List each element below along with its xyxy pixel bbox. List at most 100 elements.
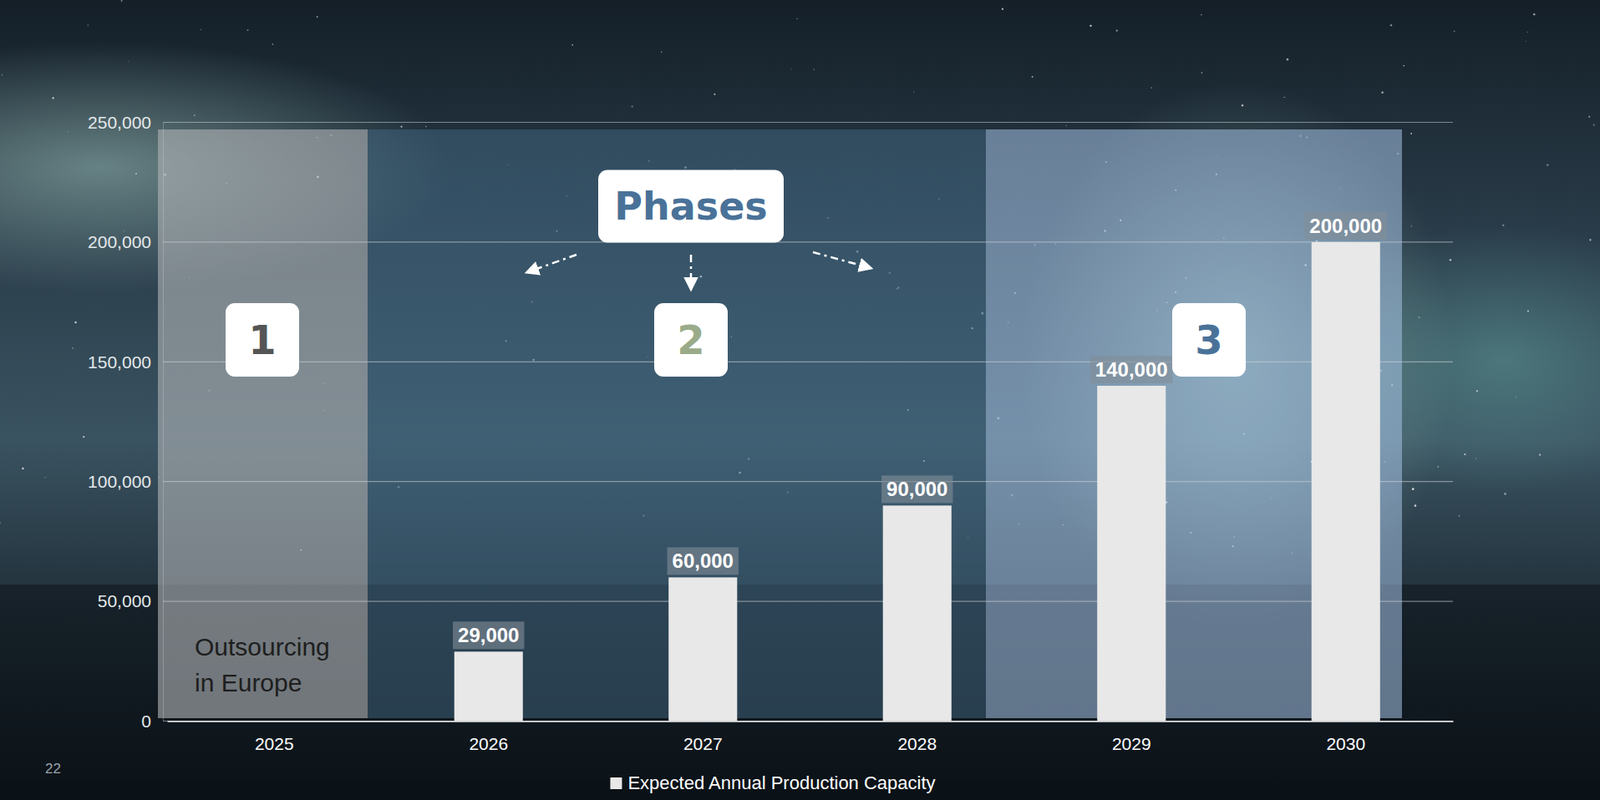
y-axis: 0 50,000 100,000 150,000 200,000 250,000 (87, 112, 163, 732)
data-label: 140,000 (1090, 355, 1174, 384)
star (1402, 65, 1405, 67)
data-label-box (452, 621, 524, 650)
star (1502, 224, 1504, 227)
phase-number-box (654, 303, 728, 377)
star (45, 477, 46, 478)
star (400, 126, 402, 128)
star (1593, 124, 1595, 127)
star (1589, 238, 1591, 241)
legend: Expected Annual Production Capacity (609, 772, 935, 794)
star (71, 347, 73, 349)
star (123, 230, 125, 232)
annotations: Phases123Outsourcingin Europe22 (45, 170, 1246, 778)
y-tick-label: 50,000 (97, 591, 152, 611)
data-label-text: 60,000 (672, 549, 734, 573)
star (272, 43, 274, 45)
x-tick: 2029 (1112, 721, 1152, 755)
x-axis: 2025 2026 2027 2028 2029 2030 (167, 721, 1454, 755)
star (127, 60, 129, 62)
x-tick-label: 2025 (254, 734, 295, 754)
star (1412, 487, 1415, 491)
phase-number: 2 (676, 316, 705, 364)
star (1449, 259, 1453, 262)
x-tick: 2026 (468, 721, 508, 755)
star (1001, 8, 1004, 11)
x-tick-label: 2030 (1325, 734, 1366, 754)
star (1546, 163, 1550, 167)
data-label-box (667, 547, 739, 575)
star (1390, 24, 1392, 26)
star (571, 44, 574, 46)
star (813, 68, 815, 70)
phase-number: 1 (248, 316, 276, 364)
data-label-text: 200,000 (1309, 214, 1382, 238)
star (87, 25, 89, 26)
star (425, 126, 427, 127)
x-tick-label: 2026 (468, 734, 508, 754)
grid (162, 122, 1453, 722)
star (1414, 504, 1418, 508)
data-label-box (1304, 212, 1387, 240)
x-tick: 2025 (254, 721, 295, 755)
data-label-text: 140,000 (1095, 358, 1169, 381)
star (713, 93, 716, 96)
data-label: 29,000 (452, 621, 524, 650)
data-label: 60,000 (667, 547, 739, 575)
star (1201, 71, 1204, 74)
grid-line (162, 241, 1453, 243)
star (1458, 515, 1461, 518)
phases-title: Phases (614, 183, 767, 229)
y-tick-label: 200,000 (87, 232, 152, 252)
grid-line (162, 721, 1453, 722)
star (1116, 30, 1118, 32)
star (1031, 76, 1034, 78)
star (913, 91, 915, 92)
y-axis-line (162, 122, 164, 722)
star (247, 29, 249, 31)
data-label-box (1090, 355, 1174, 384)
bar (1097, 386, 1166, 722)
star (1533, 13, 1535, 16)
star (1410, 132, 1413, 135)
star (1503, 492, 1507, 496)
x-tick: 2028 (897, 721, 937, 755)
y-tick: 250,000 (87, 112, 163, 133)
star (1411, 225, 1413, 227)
y-tick: 100,000 (87, 472, 163, 492)
star (21, 467, 25, 471)
star (316, 15, 319, 18)
data-label-box (881, 475, 953, 503)
star (51, 96, 54, 99)
bar (1311, 242, 1381, 722)
star (1463, 453, 1466, 456)
phase-1-note: Outsourcingin Europe (194, 633, 331, 697)
star (1539, 454, 1541, 457)
x-tick: 2030 (1325, 721, 1366, 755)
data-label: 90,000 (881, 475, 953, 503)
y-tick: 200,000 (87, 232, 163, 252)
x-axis-line (167, 721, 1454, 723)
bar (883, 505, 952, 722)
star (1284, 96, 1286, 98)
star (82, 436, 85, 438)
star (1241, 104, 1244, 107)
x-tick: 2027 (683, 721, 723, 755)
star (0, 522, 1, 524)
star (1286, 58, 1290, 61)
phase-1-panel (157, 129, 368, 719)
phases-box (598, 170, 784, 244)
phase-1-note-line: in Europe (194, 669, 302, 697)
star (796, 18, 798, 20)
x-tick-label: 2028 (897, 734, 937, 754)
bars (454, 242, 1381, 722)
star (193, 114, 196, 117)
star (200, 29, 202, 31)
phase-number-box (225, 303, 300, 377)
grid-line (162, 600, 1453, 602)
y-tick-label: 150,000 (87, 352, 152, 372)
data-label-text: 90,000 (886, 477, 948, 501)
data-labels: 29,000 60,000 90,000 140,000 200,000 (452, 212, 1387, 650)
y-tick: 0 (141, 711, 163, 732)
star (1437, 466, 1439, 468)
grid-line (162, 361, 1453, 363)
